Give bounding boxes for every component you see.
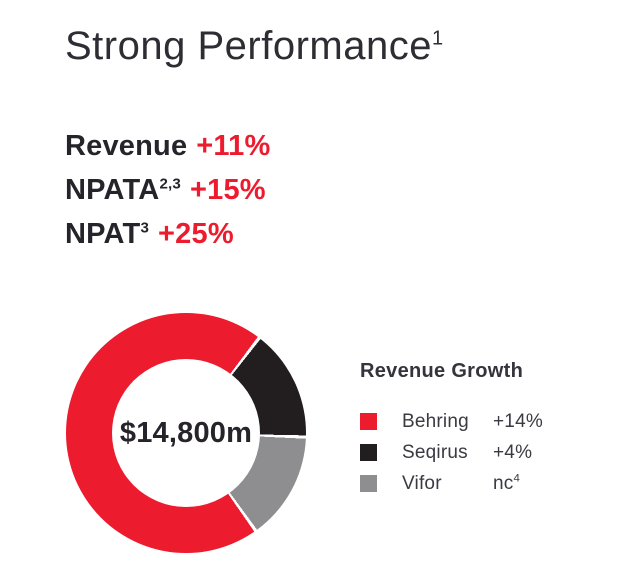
legend-segment-growth: nc4 xyxy=(493,472,521,495)
growth-value: nc xyxy=(493,472,514,494)
metric-npat: NPAT3 +25% xyxy=(65,212,270,256)
metric-footnote-marker: 3 xyxy=(140,219,150,237)
metric-value: +11% xyxy=(196,130,271,162)
metric-revenue: Revenue +11% xyxy=(65,124,270,168)
metric-value: +25% xyxy=(158,218,234,250)
behring-color-swatch xyxy=(360,413,377,430)
metric-value: +15% xyxy=(190,174,266,206)
metric-label: Revenue xyxy=(65,130,188,162)
revenue-donut-chart: $14,800m xyxy=(66,313,306,553)
page-title-text: Strong Performance xyxy=(65,24,432,68)
metric-label: NPAT xyxy=(65,218,141,250)
legend-segment-growth: +4% xyxy=(493,442,532,464)
chart-legend: Revenue Growth Behring +14% Seqirus +4% … xyxy=(360,360,543,499)
legend-row-seqirus: Seqirus +4% xyxy=(360,437,543,468)
vifor-color-swatch xyxy=(360,475,377,492)
metric-npata: NPATA2,3 +15% xyxy=(65,168,270,212)
page-title: Strong Performance1 xyxy=(65,24,444,69)
seqirus-color-swatch xyxy=(360,444,377,461)
donut-hole: $14,800m xyxy=(112,359,260,507)
donut-center-label: $14,800m xyxy=(119,416,253,449)
legend-segment-growth: +14% xyxy=(493,411,543,433)
legend-row-vifor: Vifor nc4 xyxy=(360,468,543,499)
growth-value: +4% xyxy=(493,441,533,463)
page-title-footnote-marker: 1 xyxy=(431,27,444,50)
growth-value: +14% xyxy=(493,410,543,432)
growth-footnote-marker: 4 xyxy=(513,472,521,485)
metric-footnote-marker: 2,3 xyxy=(159,175,181,193)
legend-segment-name: Behring xyxy=(402,410,469,432)
metric-label: NPATA xyxy=(65,174,160,206)
key-metrics: Revenue +11% NPATA2,3 +15% NPAT3 +25% xyxy=(65,124,270,256)
legend-title: Revenue Growth xyxy=(360,360,524,382)
legend-rows: Behring +14% Seqirus +4% Vifor nc4 xyxy=(360,406,543,499)
legend-row-behring: Behring +14% xyxy=(360,406,543,437)
legend-segment-name: Vifor xyxy=(402,472,442,494)
legend-segment-name: Seqirus xyxy=(402,441,468,463)
